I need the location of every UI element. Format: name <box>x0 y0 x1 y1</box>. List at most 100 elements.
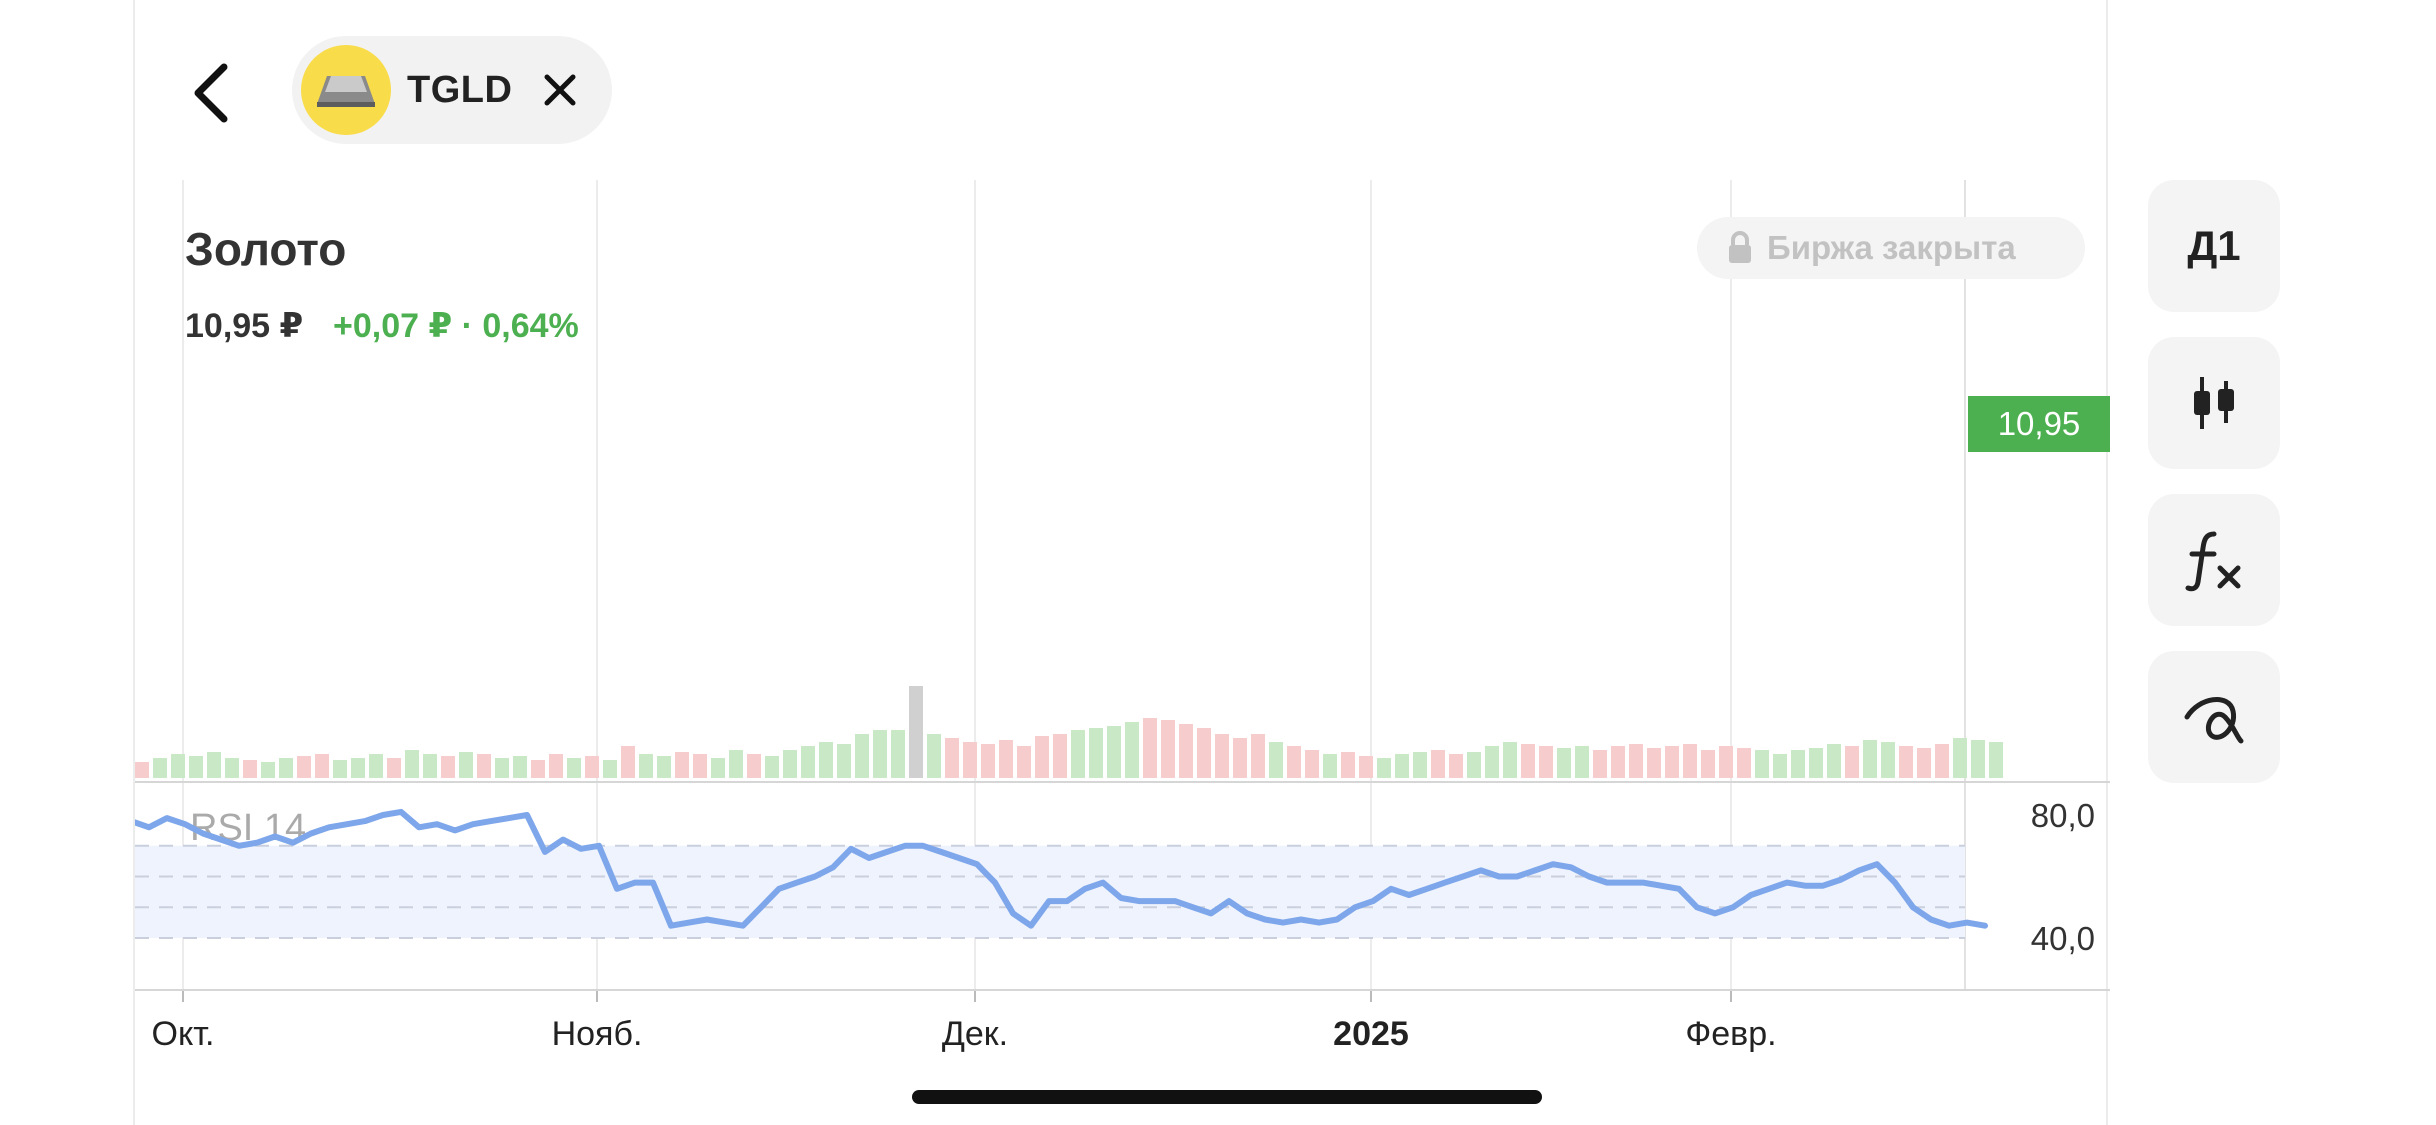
volume-bar <box>171 754 185 778</box>
volume-bar <box>1629 744 1643 778</box>
instrument-name: Золото <box>185 223 347 275</box>
volume-bar <box>639 754 653 778</box>
volume-bar <box>1017 746 1031 778</box>
volume-bar <box>405 750 419 778</box>
drawing-button[interactable] <box>2148 651 2280 783</box>
volume-bar <box>1449 754 1463 778</box>
volume-bar <box>1791 750 1805 778</box>
volume-bar <box>765 756 779 778</box>
gold-bar-icon <box>301 45 391 135</box>
volume-bar <box>387 758 401 778</box>
volume-bar <box>531 760 545 778</box>
volume-bar <box>549 754 563 778</box>
volume-bar <box>1395 754 1409 778</box>
volume-bar <box>1899 746 1913 778</box>
volume-bar <box>1719 746 1733 778</box>
volume-bar <box>1701 750 1715 778</box>
volume-bar <box>495 758 509 778</box>
volume-bar <box>279 758 293 778</box>
volume-bar <box>1269 742 1283 778</box>
volume-bar <box>1593 750 1607 778</box>
close-icon <box>544 74 576 106</box>
volume-bar <box>1125 722 1139 778</box>
function-icon <box>2185 531 2241 592</box>
volume-bar <box>945 738 959 778</box>
rsi-tick-label: 80,0 <box>2031 797 2095 834</box>
volume-bar <box>423 754 437 778</box>
volume-bar <box>1737 748 1751 778</box>
chevron-left-icon <box>194 63 228 123</box>
volume-bar <box>1305 750 1319 778</box>
volume-bar <box>459 752 473 778</box>
rsi-band <box>135 845 1965 938</box>
volume-bar <box>1503 742 1517 778</box>
volume-bar <box>567 758 581 778</box>
volume-bar <box>657 756 671 778</box>
volume-bar <box>351 758 365 778</box>
volume-bar <box>1377 758 1391 778</box>
instrument-change: +0,07 ₽ · 0,64% <box>333 307 579 345</box>
volume-bar <box>333 760 347 778</box>
volume-bar <box>1953 738 1967 778</box>
volume-bar <box>1773 754 1787 778</box>
app-frame: 11,5010,5010,009,50Окт.Нояб.Дек.2025Февр… <box>133 0 2110 1125</box>
volume-bar <box>1755 750 1769 778</box>
volume-bar <box>1467 752 1481 778</box>
volume-bar <box>1521 744 1535 778</box>
volume-bar <box>1179 724 1193 778</box>
ticker-close-button[interactable] <box>536 66 584 114</box>
volume-bar <box>243 760 257 778</box>
x-tick-label: Февр. <box>1685 1015 1776 1053</box>
volume-bar <box>1557 748 1571 778</box>
chart-toolbar: Д1 <box>2148 180 2280 808</box>
volume-bar <box>801 746 815 778</box>
instrument-price: 10,95 ₽ <box>185 307 304 345</box>
home-indicator[interactable] <box>912 1090 1542 1104</box>
volume-bar <box>1611 746 1625 778</box>
volume-bar <box>1215 734 1229 778</box>
volume-bar <box>1683 744 1697 778</box>
volume-bar <box>1881 742 1895 778</box>
volume-bar <box>873 730 887 778</box>
volume-bar <box>585 756 599 778</box>
ticker-chip[interactable]: TGLD <box>292 36 612 144</box>
volume-bar <box>1827 744 1841 778</box>
volume-bar <box>1053 734 1067 778</box>
volume-bar <box>927 734 941 778</box>
x-tick-label: 2025 <box>1333 1015 1409 1053</box>
volume-bar <box>1539 746 1553 778</box>
volume-bar <box>513 756 527 778</box>
volume-bar <box>1197 728 1211 778</box>
volume-bar <box>189 756 203 778</box>
volume-bar <box>1359 756 1373 778</box>
back-button[interactable] <box>165 48 255 138</box>
volume-bar <box>1035 736 1049 778</box>
volume-bar <box>1287 746 1301 778</box>
volume-bar <box>837 744 851 778</box>
volume-bar <box>891 730 905 778</box>
volume-bar <box>603 760 617 778</box>
volume-bar <box>909 686 923 778</box>
volume-bar <box>369 754 383 778</box>
volume-bar <box>999 740 1013 778</box>
volume-bar <box>135 762 149 778</box>
exchange-status-label: Биржа закрыта <box>1767 229 2016 266</box>
volume-bar <box>441 756 455 778</box>
volume-bar <box>477 754 491 778</box>
period-button[interactable]: Д1 <box>2148 180 2280 312</box>
volume-bar <box>729 750 743 778</box>
current-price-tag: 10,95 <box>1968 396 2110 452</box>
rsi-tick-label: 40,0 <box>2031 920 2095 957</box>
volume-bar <box>1647 748 1661 778</box>
volume-bar <box>1935 744 1949 778</box>
volume-bar <box>747 754 761 778</box>
volume-bar <box>1071 730 1085 778</box>
indicators-button[interactable] <box>2148 494 2280 626</box>
volume-bar <box>315 754 329 778</box>
volume-bar <box>1143 718 1157 778</box>
volume-bar <box>1233 738 1247 778</box>
volume-bar <box>963 742 977 778</box>
chart-type-button[interactable] <box>2148 337 2280 469</box>
ticker-label: TGLD <box>407 68 513 111</box>
price-chart[interactable]: 11,5010,5010,009,50Окт.Нояб.Дек.2025Февр… <box>135 0 2110 1125</box>
